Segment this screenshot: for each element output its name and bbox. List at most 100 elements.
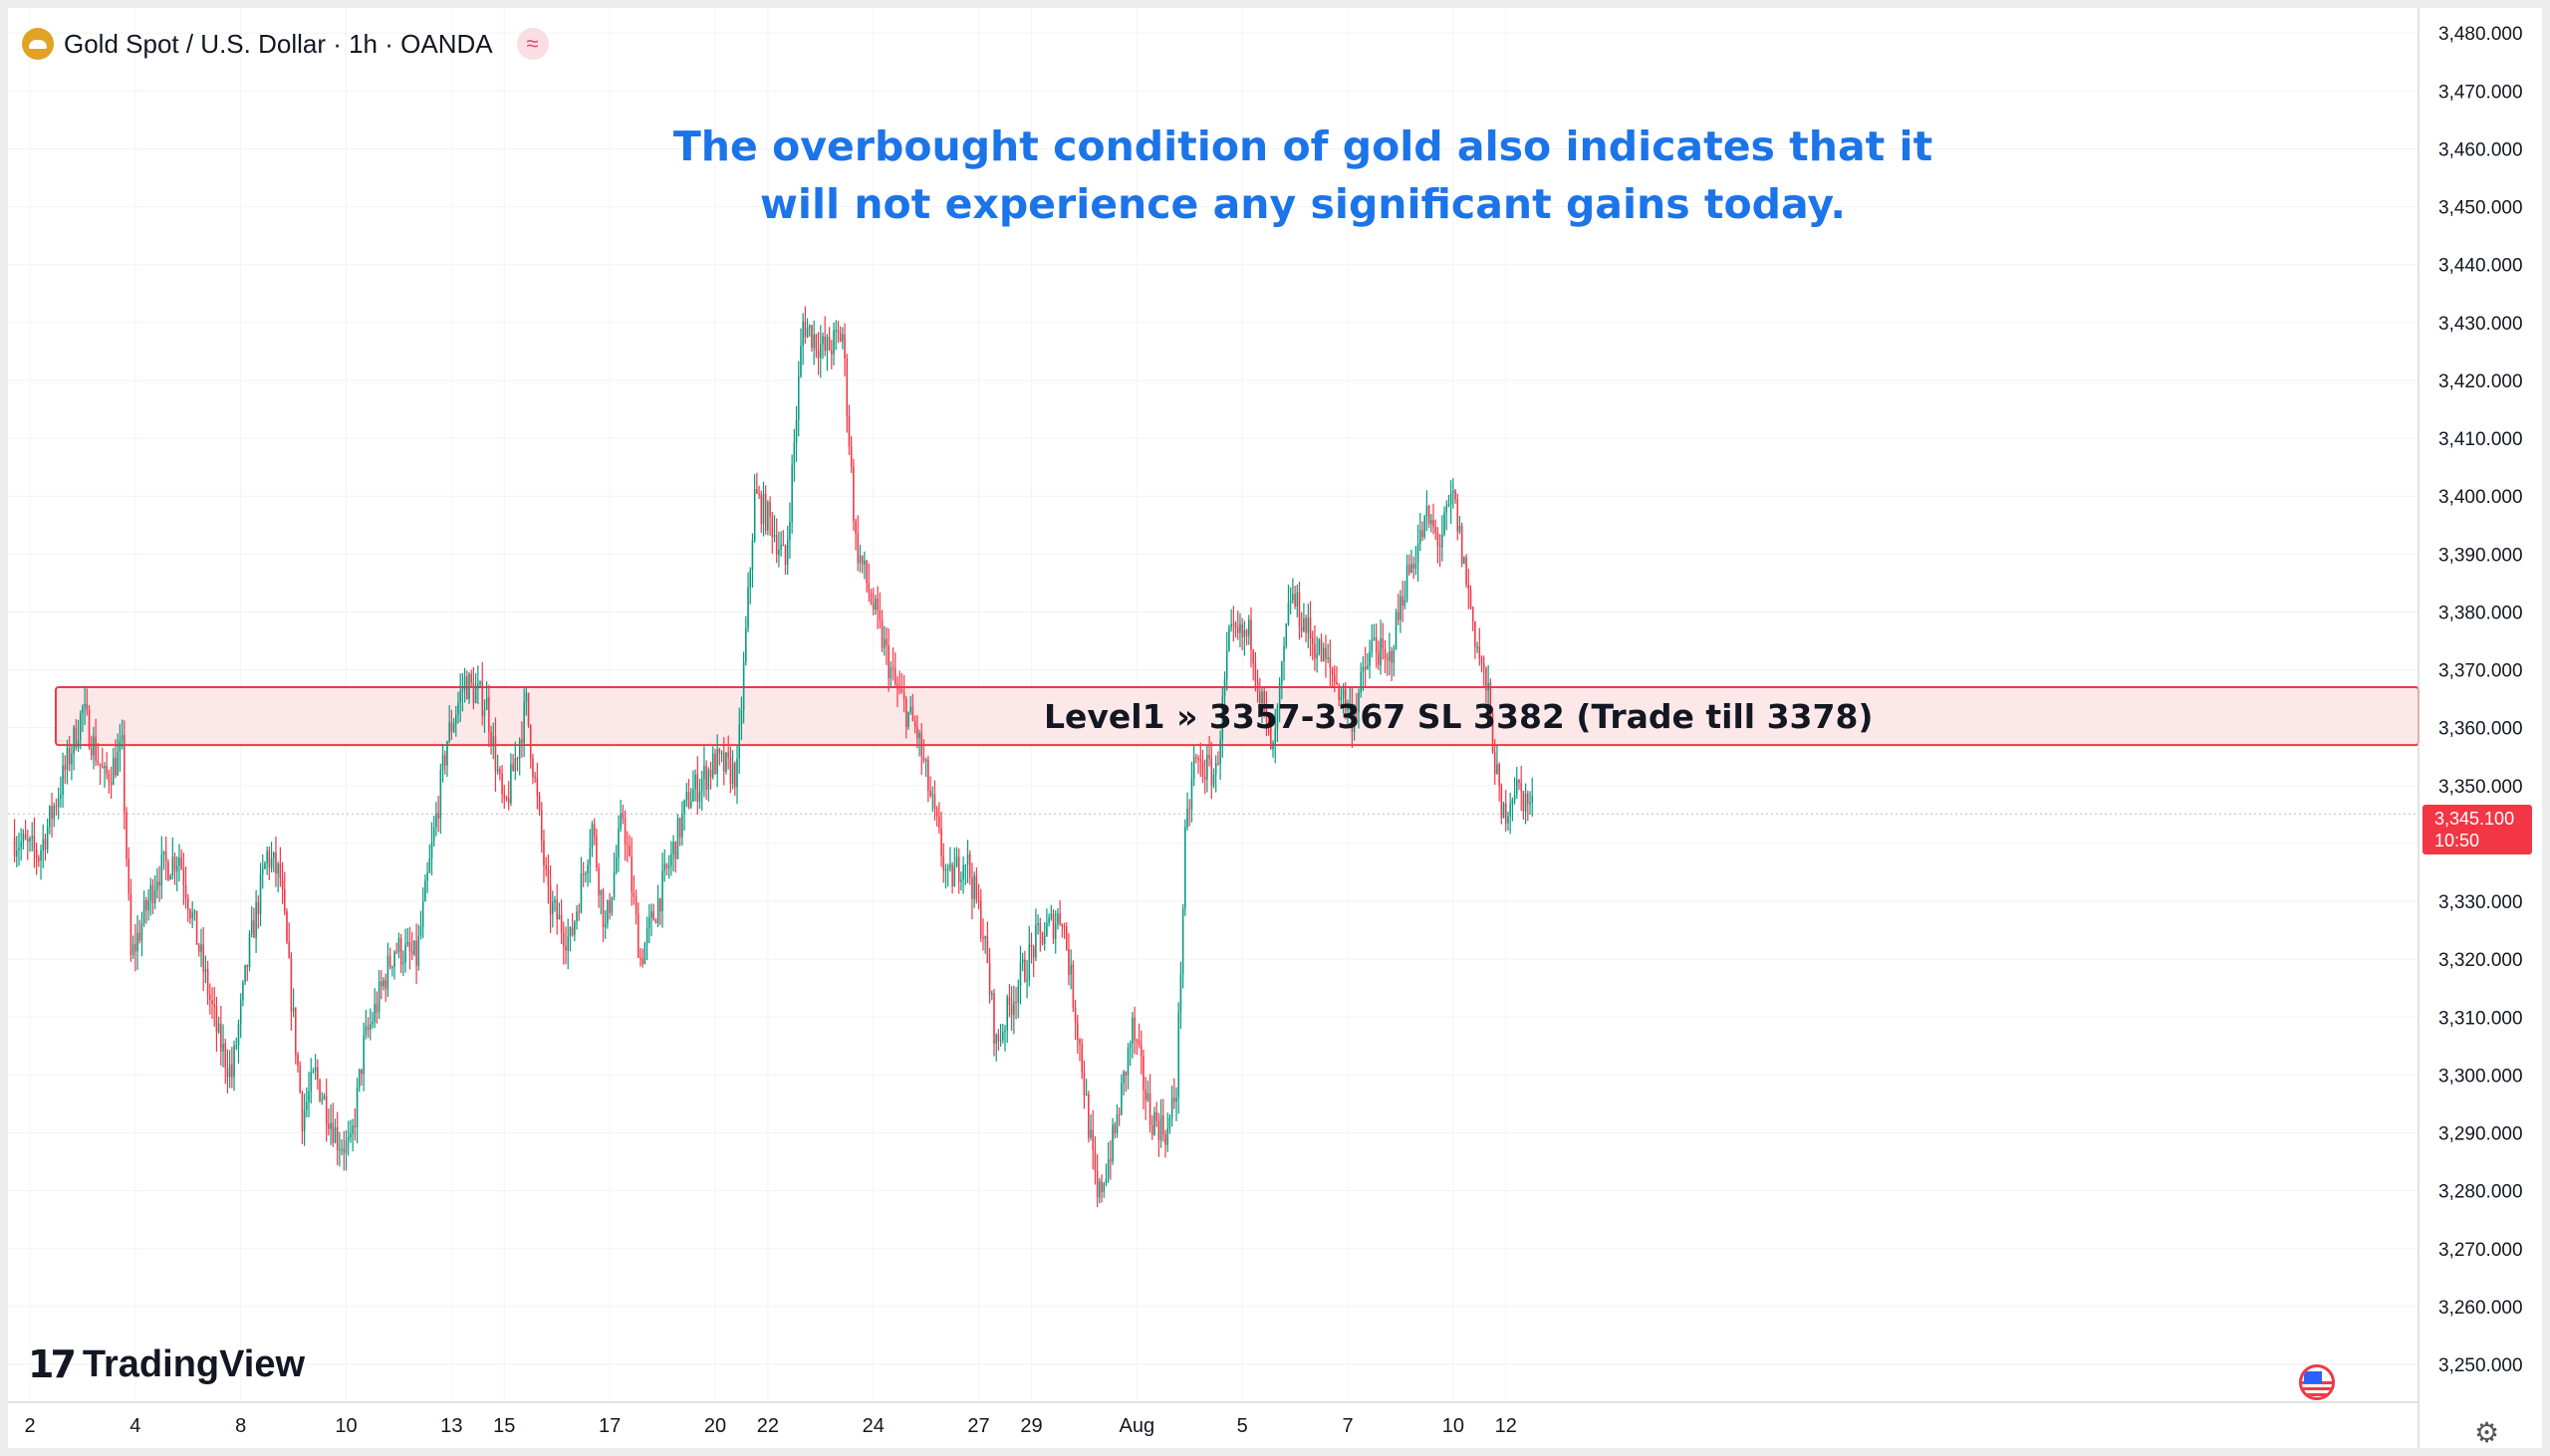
candle <box>552 890 554 928</box>
candle <box>1418 513 1421 552</box>
candle <box>441 743 444 783</box>
y-tick-label: 3,300.000 <box>2438 1066 2523 1087</box>
candle <box>631 837 633 906</box>
candle <box>68 735 71 772</box>
symbol-header[interactable]: Gold Spot / U.S. Dollar · 1h · OANDA ≈ <box>22 22 549 66</box>
candle <box>1524 783 1527 825</box>
candle <box>609 892 611 920</box>
candle <box>419 910 422 940</box>
candle <box>968 849 971 885</box>
candle <box>585 870 587 883</box>
candle <box>1507 811 1509 832</box>
us-flag-icon[interactable] <box>2299 1364 2335 1400</box>
candle <box>828 327 831 352</box>
candle <box>472 666 475 710</box>
candle <box>62 752 64 809</box>
price-chart[interactable]: 3,250.000 3,260.000 3,270.000 3,280.000 3,29… <box>8 8 2542 1448</box>
candle <box>113 747 115 786</box>
candle <box>49 805 51 835</box>
candle <box>758 485 760 500</box>
candle <box>31 822 33 852</box>
x-tick-label: 24 <box>863 1415 885 1437</box>
candle <box>1402 581 1403 622</box>
y-tick-label: 3,280.000 <box>2438 1182 2523 1203</box>
candle <box>696 756 699 815</box>
candle <box>1234 620 1237 638</box>
candle <box>284 871 286 916</box>
candle <box>408 926 411 970</box>
y-tick-label: 3,420.000 <box>2438 371 2523 392</box>
candle <box>1232 606 1235 642</box>
candle <box>749 567 752 605</box>
candle <box>694 769 696 802</box>
candle <box>1345 682 1347 720</box>
candle <box>367 1017 370 1038</box>
candle <box>1072 960 1075 1012</box>
candle <box>286 908 288 945</box>
settings-gear-icon[interactable]: ⚙ <box>2474 1417 2500 1448</box>
tradingview-logo[interactable]: 17 TradingView <box>28 1342 305 1386</box>
candle <box>707 767 710 802</box>
candle <box>1132 1011 1134 1059</box>
candle <box>129 878 132 962</box>
candle <box>488 684 490 747</box>
candle <box>1289 587 1292 615</box>
candle <box>966 840 969 883</box>
candle <box>372 1011 374 1029</box>
candle <box>909 695 911 715</box>
candle <box>1307 604 1310 648</box>
x-tick-label: 4 <box>129 1415 140 1437</box>
candle <box>718 747 721 766</box>
candle <box>268 847 271 880</box>
candle <box>1145 1077 1147 1120</box>
candle <box>1482 655 1485 686</box>
candle <box>149 877 152 916</box>
candle <box>381 969 382 1000</box>
candle <box>654 917 657 924</box>
candle <box>1241 617 1243 650</box>
candle <box>299 1061 301 1094</box>
candle <box>1254 651 1257 692</box>
candle <box>661 852 663 928</box>
candle <box>1015 987 1017 1020</box>
candle <box>1516 767 1518 799</box>
wave-icon[interactable]: ≈ <box>516 28 549 60</box>
candle <box>202 926 204 992</box>
candle <box>145 896 147 924</box>
candle <box>399 933 402 974</box>
candle <box>195 910 198 945</box>
candle <box>789 502 791 559</box>
candle <box>253 907 255 938</box>
candle <box>250 906 253 938</box>
candle <box>354 1107 357 1141</box>
candle <box>1496 744 1498 775</box>
candle <box>813 320 815 365</box>
candle <box>1393 644 1396 677</box>
candle <box>569 926 572 952</box>
candle <box>151 878 154 915</box>
candle <box>312 1068 315 1075</box>
candle <box>1164 1129 1166 1158</box>
candle <box>793 428 796 482</box>
candle <box>124 720 126 830</box>
candle <box>1114 1121 1117 1139</box>
candle <box>1028 925 1031 987</box>
candle <box>580 856 583 914</box>
candle <box>350 1119 352 1143</box>
candle <box>1125 1071 1128 1092</box>
candle <box>1414 546 1417 576</box>
candle <box>656 884 659 927</box>
candle <box>437 796 439 833</box>
candle <box>136 915 138 970</box>
symbol-title[interactable]: Gold Spot / U.S. Dollar · 1h · OANDA <box>64 28 493 59</box>
candle <box>126 807 128 867</box>
candle <box>182 852 185 905</box>
x-tick-label: 15 <box>493 1415 515 1437</box>
candle <box>248 930 251 972</box>
candle <box>1068 933 1070 986</box>
candle <box>905 696 907 739</box>
candle <box>117 733 119 777</box>
candle <box>334 1118 337 1144</box>
candle <box>1267 715 1270 736</box>
candle <box>175 855 178 892</box>
